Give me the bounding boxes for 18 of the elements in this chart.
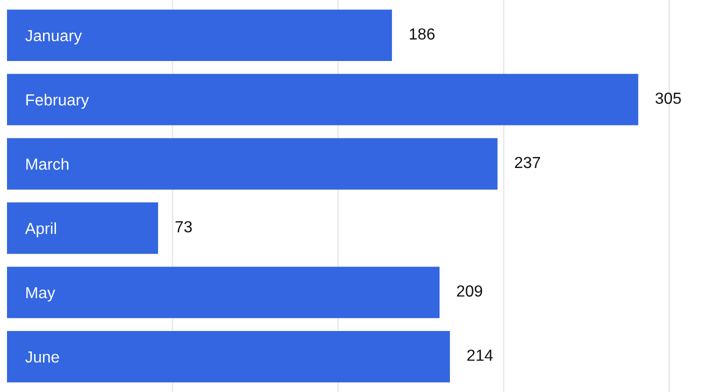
- y-tick-label: May: [26, 287, 56, 302]
- bar: [7, 74, 638, 126]
- bar: [7, 138, 498, 190]
- data-label: 186: [410, 28, 435, 40]
- y-tick-label: January: [25, 30, 82, 44]
- data-label: 73: [176, 221, 192, 232]
- bar: [7, 266, 440, 318]
- bar: [7, 330, 450, 382]
- data-label: 209: [457, 285, 482, 297]
- data-label: 305: [656, 92, 681, 104]
- bar: [7, 10, 392, 62]
- y-tick-label: February: [26, 94, 89, 109]
- y-tick-label: March: [26, 158, 68, 170]
- bar: [7, 202, 158, 254]
- y-tick-label: June: [25, 351, 59, 363]
- data-label: 214: [467, 350, 493, 361]
- data-label: 237: [514, 156, 540, 168]
- y-tick-label: April: [25, 222, 56, 238]
